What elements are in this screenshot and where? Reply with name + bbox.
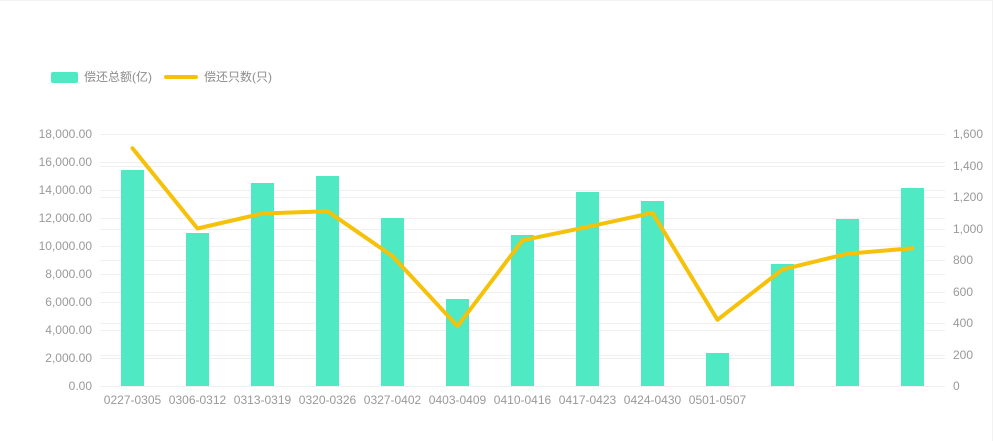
legend-item-label: 偿还总额(亿) [84,70,152,84]
x-axis-label: 0424-0430 [623,393,682,407]
y-axis-label-right: 1,600 [953,127,984,141]
y-axis-label-right: 800 [953,253,974,267]
grid-line [100,165,945,167]
y-axis-label-right: 1,000 [953,221,984,236]
plot-area [100,134,945,387]
y-axis-label-right: 600 [953,284,974,299]
y-axis-label-left: 6,000.00 [45,295,92,309]
x-axis-label: 0417-0423 [558,393,617,407]
bar-series-swatch-icon [51,71,78,83]
bar[interactable] [511,235,534,386]
y-axis-label-right: 400 [953,316,974,330]
grid-line [100,162,945,163]
line-series-swatch-icon [164,75,198,79]
legend-item-label: 偿还只数(只) [204,70,272,84]
y-axis-label-right: 0 [953,379,960,393]
y-axis-label-right: 200 [953,347,974,362]
y-axis-label-left: 16,000.00 [38,155,92,169]
x-axis-label: 0320-0326 [298,393,357,407]
y-axis-label-left: 10,000.00 [38,239,92,253]
chart-legend: 偿还总额(亿) 偿还只数(只) [51,69,284,85]
grid-line [100,218,945,219]
grid-line [100,386,945,387]
bar[interactable] [186,232,209,386]
grid-line [100,134,945,135]
bar[interactable] [706,352,729,386]
legend-item-repayment-count[interactable]: 偿还只数(只) [164,69,272,85]
y-axis-label-left: 18,000.00 [38,127,92,141]
bar[interactable] [121,170,144,386]
y-axis-label-left: 2,000.00 [45,351,92,365]
x-axis-label: 0327-0402 [363,393,422,407]
bar[interactable] [576,192,599,386]
bar[interactable] [316,176,339,386]
line-series [130,146,915,329]
bar[interactable] [836,218,859,386]
y-axis-label-right: 1,400 [953,158,984,173]
y-axis-label-left: 4,000.00 [45,323,92,337]
x-axis-label: 0227-0305 [103,393,162,407]
y-axis-label-right: 1,200 [953,190,984,204]
bar[interactable] [901,187,924,386]
bar[interactable] [771,263,794,386]
bar[interactable] [251,183,274,386]
grid-line [100,228,945,230]
x-axis-label: 0313-0319 [233,393,292,407]
y-axis-label-left: 14,000.00 [38,183,92,197]
bar[interactable] [641,201,664,386]
x-axis-label: 0403-0409 [428,393,487,407]
y-axis-label-left: 0.00 [68,379,92,393]
x-axis-label: 0501-0507 [688,393,747,407]
grid-line [100,197,945,198]
x-axis-label: 0306-0312 [168,393,227,407]
grid-line [100,190,945,191]
y-axis-label-left: 12,000.00 [38,211,92,225]
y-axis-label-left: 8,000.00 [45,267,92,281]
x-axis-label: 0410-0416 [493,393,552,407]
legend-item-total-repayment[interactable]: 偿还总额(亿) [51,69,152,85]
